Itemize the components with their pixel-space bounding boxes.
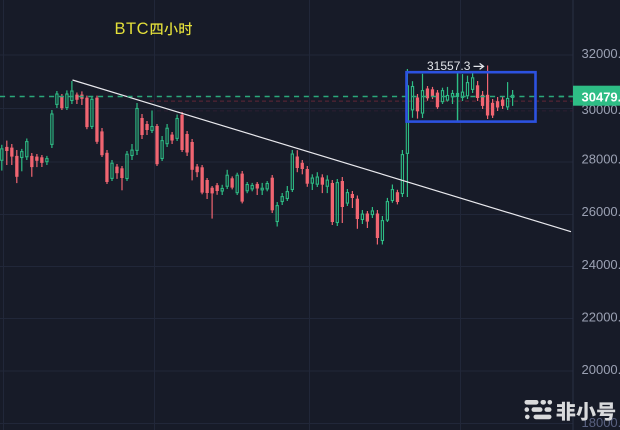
svg-text:20000.: 20000. [582,362,620,377]
svg-text:BTC: BTC [115,20,150,38]
svg-text:30479.: 30479. [582,89,620,104]
svg-text:28000.: 28000. [582,152,620,167]
svg-text:24000.: 24000. [582,257,620,272]
svg-text:26000.: 26000. [582,204,620,219]
svg-text:22000.: 22000. [582,310,620,325]
svg-text:32000.: 32000. [582,46,620,61]
svg-text:31557.3: 31557.3 [427,59,471,73]
